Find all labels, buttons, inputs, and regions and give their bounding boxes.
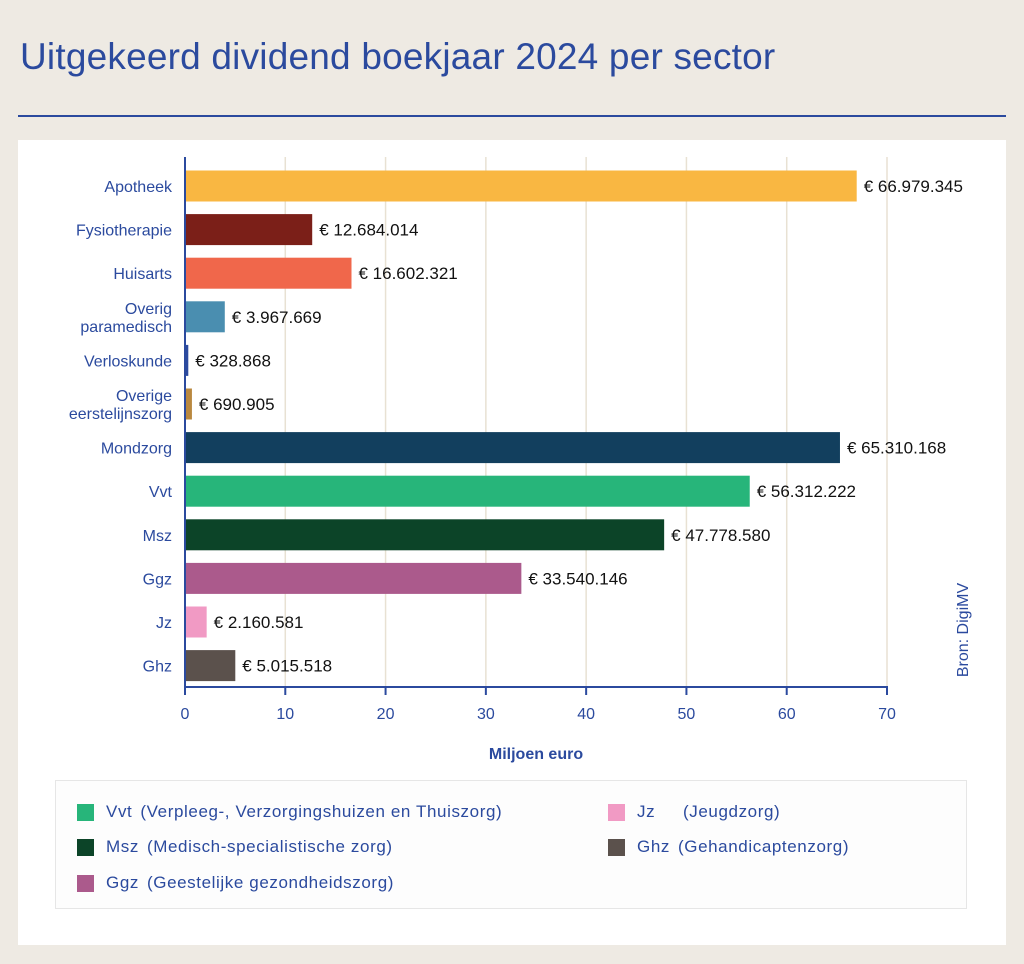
category-label: Overig bbox=[125, 301, 172, 318]
bar bbox=[185, 562, 522, 594]
bar-value-label: € 56.312.222 bbox=[757, 482, 856, 501]
legend-abbreviation: Ghz bbox=[637, 837, 670, 856]
category-label: Fysiotherapie bbox=[76, 223, 172, 240]
x-axis-title: Miljoen euro bbox=[489, 746, 583, 763]
legend-swatch bbox=[77, 838, 94, 856]
legend: Vvt (Verpleeg-, Verzorgingshuizen en Thui… bbox=[55, 780, 967, 909]
bar-value-label: € 65.310.168 bbox=[847, 439, 946, 458]
bar bbox=[185, 257, 352, 289]
title-divider bbox=[18, 115, 1006, 117]
x-tick-label: 20 bbox=[377, 706, 395, 723]
bar-value-label: € 66.979.345 bbox=[864, 177, 963, 196]
category-label: Huisarts bbox=[113, 266, 172, 283]
chart-panel: € 66.979.345 Apotheek € 12.684.014 Fysiothe… bbox=[18, 140, 1006, 945]
legend-swatch bbox=[608, 838, 625, 856]
category-label: Overige bbox=[116, 388, 172, 405]
legend-description: (Verpleeg-, Verzorgingshuizen en Thuiszo… bbox=[140, 802, 503, 821]
legend-swatch bbox=[608, 803, 625, 821]
legend-swatch bbox=[77, 874, 94, 892]
legend-abbreviation: Ggz bbox=[106, 873, 139, 892]
bar bbox=[185, 170, 857, 202]
x-tick-label: 40 bbox=[577, 706, 595, 723]
legend-item: Ggz (Geestelijke gezondheidszorg) bbox=[77, 873, 394, 893]
category-label: Verloskunde bbox=[84, 353, 172, 370]
bar bbox=[185, 214, 313, 246]
bar-value-label: € 328.868 bbox=[195, 351, 271, 370]
legend-abbreviation: Vvt bbox=[106, 802, 133, 821]
legend-description: (Gehandicaptenzorg) bbox=[677, 837, 850, 856]
bar-value-label: € 47.778.580 bbox=[671, 526, 770, 545]
category-label: Mondzorg bbox=[101, 441, 172, 458]
bar-value-label: € 690.905 bbox=[199, 395, 275, 414]
legend-item: Msz (Medisch-specialistische zorg) bbox=[77, 837, 393, 857]
bar bbox=[185, 519, 665, 551]
source-note: Bron: DigiMV bbox=[955, 583, 972, 678]
x-tick-label: 10 bbox=[276, 706, 294, 723]
legend-description: (Geestelijke gezondheidszorg) bbox=[146, 873, 395, 892]
legend-description: (Jeugdzorg) bbox=[683, 802, 781, 821]
bar bbox=[185, 388, 192, 420]
category-label: eerstelijnszorg bbox=[69, 406, 172, 423]
legend-swatch bbox=[77, 803, 94, 821]
category-label: Ghz bbox=[143, 659, 172, 676]
category-label: Msz bbox=[143, 528, 172, 545]
legend-abbreviation: Jz bbox=[637, 802, 656, 821]
bar-value-label: € 3.967.669 bbox=[232, 308, 322, 327]
x-tick-label: 0 bbox=[181, 706, 190, 723]
bar-chart: € 66.979.345 Apotheek € 12.684.014 Fysiothe… bbox=[69, 157, 972, 763]
legend-abbreviation: Msz bbox=[106, 837, 139, 856]
legend-description: (Medisch-specialistische zorg) bbox=[146, 837, 393, 856]
x-tick-label: 60 bbox=[778, 706, 796, 723]
bar-value-label: € 5.015.518 bbox=[242, 657, 332, 676]
category-label: Jz bbox=[156, 615, 172, 632]
category-label: Ggz bbox=[143, 571, 172, 588]
category-label: paramedisch bbox=[80, 319, 172, 336]
bar-value-label: € 33.540.146 bbox=[528, 569, 627, 588]
x-tick-label: 70 bbox=[878, 706, 896, 723]
category-label: Apotheek bbox=[104, 179, 173, 196]
x-tick-label: 30 bbox=[477, 706, 495, 723]
bar-value-label: € 12.684.014 bbox=[319, 221, 418, 240]
bar bbox=[185, 344, 189, 376]
bar bbox=[185, 475, 750, 507]
bar bbox=[185, 606, 207, 638]
bar-value-label: € 16.602.321 bbox=[358, 264, 457, 283]
legend-item: Ghz (Gehandicaptenzorg) bbox=[608, 837, 849, 857]
bar bbox=[185, 650, 236, 682]
legend-item: Jz (Jeugdzorg) bbox=[608, 802, 780, 822]
category-label: Vvt bbox=[149, 484, 173, 501]
page-title: Uitgekeerd dividend boekjaar 2024 per se… bbox=[20, 36, 776, 77]
bar bbox=[185, 301, 225, 333]
bar bbox=[185, 432, 840, 464]
legend-item: Vvt (Verpleeg-, Verzorgingshuizen en Thui… bbox=[77, 802, 502, 822]
x-tick-label: 50 bbox=[678, 706, 696, 723]
bar-value-label: € 2.160.581 bbox=[214, 613, 304, 632]
